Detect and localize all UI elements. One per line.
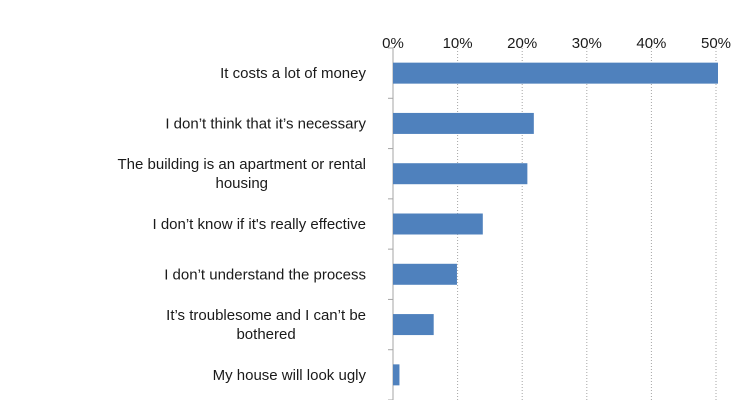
gridlines [457,48,717,400]
category-label-line: I don’t think that it’s necessary [165,115,366,132]
category-label-line: The building is an apartment or rental [118,156,366,173]
x-tick-label: 0% [382,35,404,52]
x-tick-label: 30% [572,35,602,52]
category-label-line: I don’t know if it's really effective [152,216,366,233]
bar [393,314,434,336]
category-label: The building is an apartment or rental ho… [118,156,366,192]
bars [393,62,718,386]
x-tick-label: 40% [636,35,666,52]
category-labels: It costs a lot of money I don’t think tha… [118,65,367,384]
bar [393,364,400,386]
category-label: My house will look ugly [213,367,367,384]
category-label-line: I don’t understand the process [164,266,366,283]
x-axis-tick-labels: 0% 10% 20% 30% 40% 50% [382,35,731,52]
category-label-line: housing [215,175,268,192]
category-label-line: It costs a lot of money [220,65,366,82]
bar [393,62,718,84]
category-label: I don’t know if it's really effective [152,216,366,233]
bar [393,112,534,134]
bar [393,213,483,235]
category-label-line: My house will look ugly [213,367,367,384]
x-tick-label: 20% [507,35,537,52]
x-tick-label: 10% [443,35,473,52]
y-axis [388,47,394,400]
x-tick-label: 50% [701,35,731,52]
bar [393,163,528,185]
category-label: It’s troublesome and I can’t be bothered [166,307,366,343]
category-label-line: It’s troublesome and I can’t be [166,307,366,324]
category-label: I don’t think that it’s necessary [165,115,366,132]
bar [393,263,457,285]
category-label: I don’t understand the process [164,266,366,283]
category-label-line: bothered [236,326,295,343]
category-label: It costs a lot of money [220,65,366,82]
